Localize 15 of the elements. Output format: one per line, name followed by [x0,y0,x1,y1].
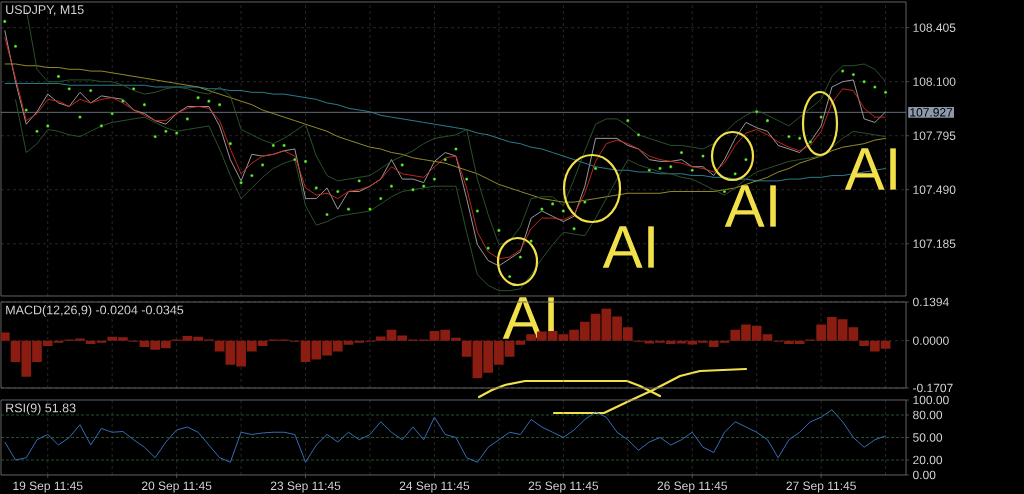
x-tick-label: 19 Sep 11:45 [13,481,83,493]
x-tick-label: 26 Sep 11:45 [657,481,727,493]
y-tick-label: 100.00 [913,395,949,405]
x-tick-label: 23 Sep 11:45 [270,481,341,493]
x-tick-label: 27 Sep 11:45 [786,481,856,493]
x-tick-label: 24 Sep 11:45 [399,481,470,493]
y-tick-label: 50.00 [913,433,943,442]
bar [515,340,526,345]
y-tick-label: -0.1707 [913,383,953,393]
y-tick-label: 0.00 [913,470,936,480]
x-tick-label: 20 Sep 11:45 [141,481,212,493]
x-tick-label: 25 Sep 11:45 [528,481,599,493]
chart-title: RSI(9) 51.83 [6,403,76,415]
y-tick-label: 20.00 [913,455,943,465]
y-tick-label: 80.00 [913,410,943,420]
